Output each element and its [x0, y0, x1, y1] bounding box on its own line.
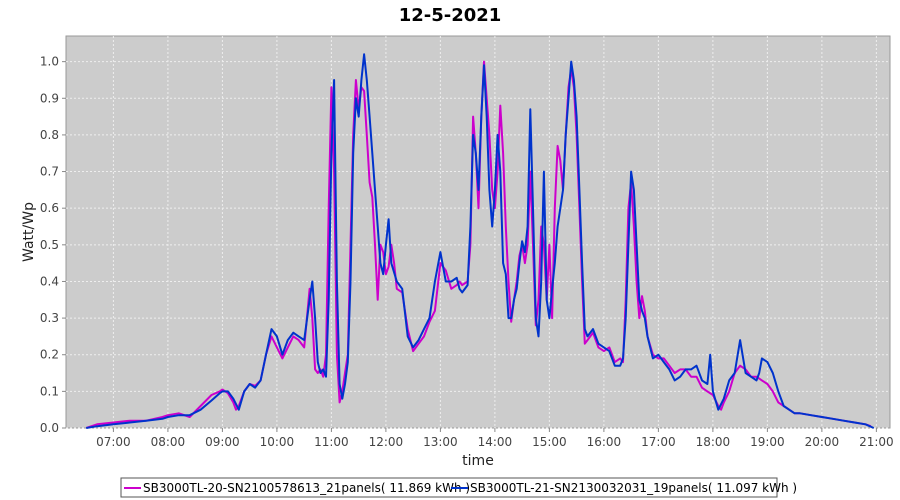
legend: SB3000TL-20-SN2100578613_21panels( 11.86… — [120, 477, 797, 498]
x-tick-label: 20:00 — [805, 435, 840, 449]
x-tick-label: 09:00 — [205, 435, 240, 449]
x-tick-label: 12:00 — [369, 435, 404, 449]
x-tick-label: 14:00 — [478, 435, 513, 449]
x-tick-label: 21:00 — [859, 435, 894, 449]
x-tick-label: 16:00 — [587, 435, 622, 449]
x-tick-label: 18:00 — [696, 435, 731, 449]
y-tick-label: 0.6 — [40, 201, 59, 215]
x-tick-label: 13:00 — [423, 435, 458, 449]
x-axis: 07:00 08:00 09:00 10:00 11:00 12:00 13:00 14:00… — [96, 428, 894, 449]
y-tick-label: 0.2 — [40, 348, 59, 362]
x-tick-label: 08:00 — [151, 435, 186, 449]
y-axis: 0.0 0.1 0.2 0.3 0.4 0.5 0.6 0.7 0.8 0.9 1.0 — [40, 55, 66, 435]
series-layer — [85, 53, 875, 429]
y-tick-label: 0.4 — [40, 274, 59, 288]
series-line-2 — [86, 53, 875, 429]
grid-lines — [66, 36, 890, 429]
x-tick-label: 10:00 — [260, 435, 295, 449]
x-tick-label: 11:00 — [314, 435, 349, 449]
x-axis-label: time — [462, 453, 494, 469]
y-tick-label: 0.3 — [40, 311, 59, 325]
x-tick-label: 17:00 — [641, 435, 676, 449]
x-tick-label: 19:00 — [750, 435, 785, 449]
y-tick-label: 0.9 — [40, 91, 59, 105]
y-tick-label: 0.7 — [40, 165, 59, 179]
plot-area — [65, 35, 891, 429]
x-tick-label: 15:00 — [532, 435, 567, 449]
y-axis-label: Watt/Wp — [21, 202, 37, 262]
y-tick-label: 0.1 — [40, 384, 59, 398]
legend-box — [120, 477, 778, 498]
x-tick-label: 07:00 — [96, 435, 131, 449]
legend-label-series-1: SB3000TL-20-SN2100578613_21panels( 11.86… — [143, 481, 470, 495]
y-tick-label: 0.0 — [40, 421, 59, 435]
y-tick-label: 0.8 — [40, 128, 59, 142]
legend-label-series-2: SB3000TL-21-SN2130032031_19panels( 11.09… — [470, 481, 797, 495]
y-tick-label: 1.0 — [40, 55, 59, 69]
y-tick-label: 0.5 — [40, 238, 59, 252]
chart-title: 12-5-2021 — [399, 5, 502, 26]
